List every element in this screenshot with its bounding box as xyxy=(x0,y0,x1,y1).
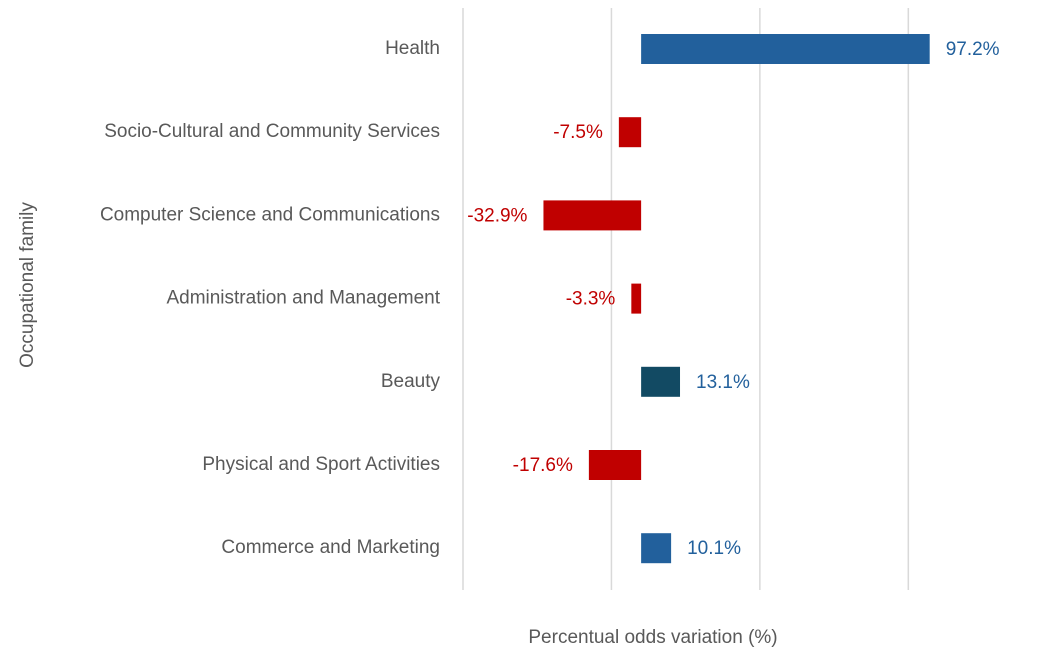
y-axis-title: Occupational family xyxy=(17,202,38,368)
value-label: 10.1% xyxy=(687,538,741,559)
y-tick-label: Socio-Cultural and Community Services xyxy=(104,121,440,142)
value-label: 97.2% xyxy=(946,39,1000,60)
bar xyxy=(631,283,642,314)
x-axis-title: Percentual odds variation (%) xyxy=(528,627,777,648)
bar xyxy=(641,34,930,64)
value-label: -17.6% xyxy=(513,455,573,476)
value-label: 13.1% xyxy=(696,372,750,393)
bar xyxy=(588,450,642,480)
y-tick-label: Physical and Sport Activities xyxy=(202,454,440,475)
y-tick-label: Administration and Management xyxy=(166,288,440,309)
value-label: -3.3% xyxy=(566,289,616,310)
y-tick-label: Commerce and Marketing xyxy=(221,537,440,558)
value-label: -32.9% xyxy=(467,205,527,226)
y-tick-label: Computer Science and Communications xyxy=(100,204,440,225)
bar xyxy=(618,117,642,148)
bar xyxy=(641,366,681,397)
bar xyxy=(543,200,642,231)
bar xyxy=(641,533,672,564)
y-tick-label: Beauty xyxy=(381,371,441,392)
y-tick-label: Health xyxy=(385,38,440,59)
value-label: -7.5% xyxy=(553,122,603,143)
